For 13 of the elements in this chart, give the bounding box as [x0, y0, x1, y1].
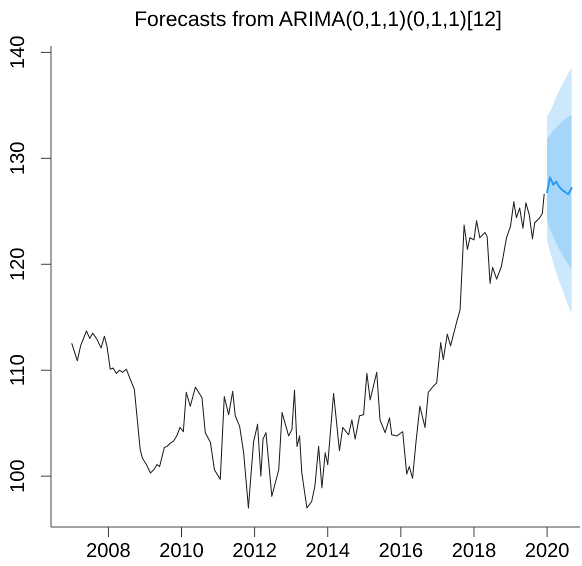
x-tick-label: 2008 — [86, 540, 131, 562]
chart-title: Forecasts from ARIMA(0,1,1)(0,1,1)[12] — [133, 7, 503, 33]
y-tick-label: 130 — [7, 142, 29, 175]
y-tick-label: 120 — [7, 248, 29, 281]
x-tick-label: 2020 — [524, 540, 570, 562]
x-tick-label: 2010 — [159, 540, 204, 562]
y-tick-label: 110 — [7, 354, 29, 386]
x-tick-label: 2012 — [232, 540, 277, 562]
y-tick-label: 100 — [7, 459, 29, 493]
x-tick-label: 2014 — [305, 540, 350, 562]
x-tick-label: 2016 — [378, 540, 424, 562]
x-tick-label: 2018 — [452, 540, 496, 562]
y-tick-label: 140 — [7, 36, 29, 70]
